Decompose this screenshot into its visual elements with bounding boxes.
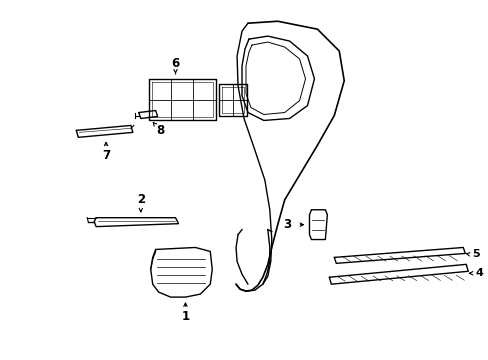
Text: 4: 4 <box>474 268 482 278</box>
Text: 2: 2 <box>137 193 144 206</box>
Text: 8: 8 <box>156 124 164 137</box>
Text: 3: 3 <box>283 218 291 231</box>
Text: 5: 5 <box>471 249 479 260</box>
Text: 6: 6 <box>171 57 179 71</box>
Text: 1: 1 <box>181 310 189 323</box>
Text: 7: 7 <box>102 149 110 162</box>
